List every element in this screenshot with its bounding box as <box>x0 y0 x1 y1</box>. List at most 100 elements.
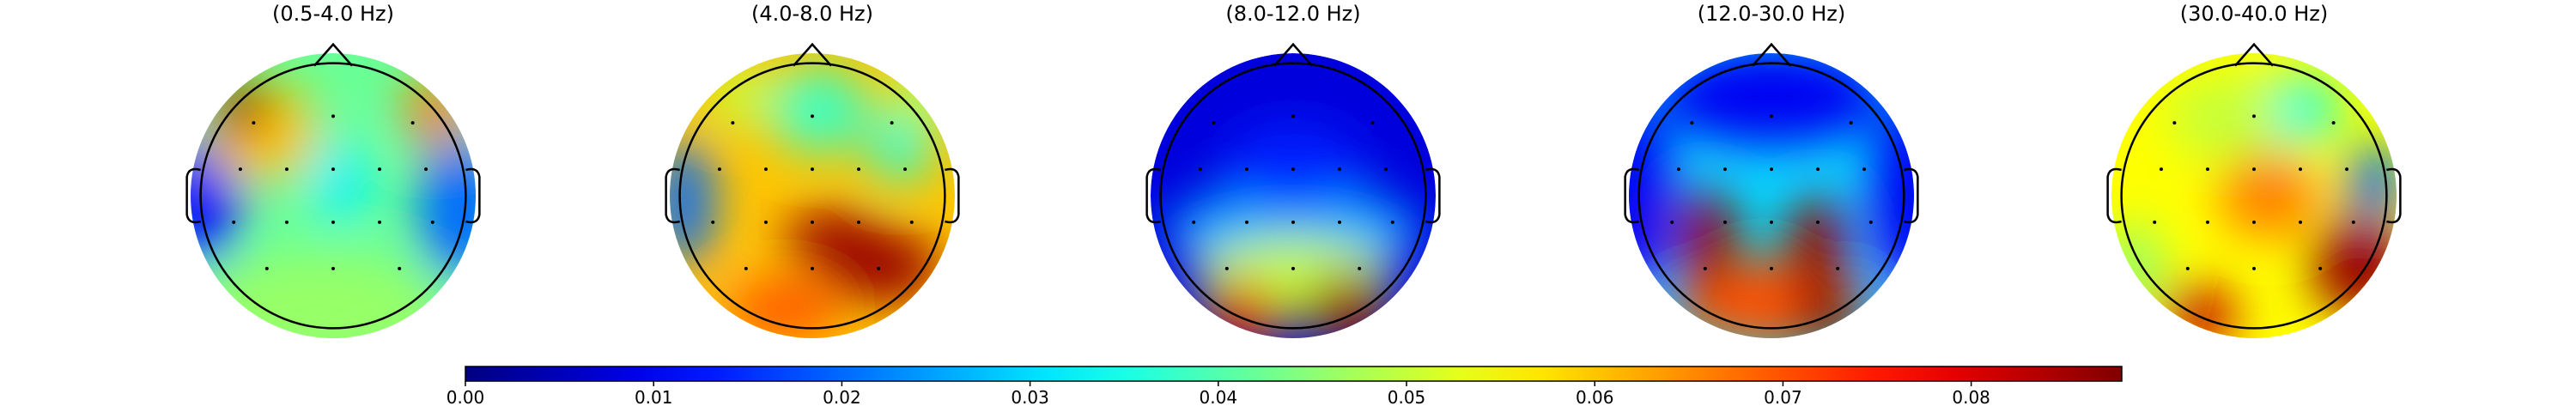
sensor <box>1703 266 1707 270</box>
field-blob <box>1871 95 1914 296</box>
sensor <box>238 167 242 172</box>
colorbar-tick-label: 0.06 <box>1576 387 1614 408</box>
sensor <box>1676 167 1680 172</box>
sensor <box>1291 266 1295 270</box>
sensor <box>1390 220 1394 224</box>
map-field <box>2111 74 2397 338</box>
sensor <box>2185 266 2190 270</box>
ear <box>2386 167 2402 224</box>
map-title: (30.0-40.0 Hz) <box>2180 2 2329 26</box>
sensor <box>1384 167 1388 172</box>
nose <box>793 42 832 67</box>
colorbar <box>465 366 2123 382</box>
sensor <box>2351 220 2355 224</box>
topomap <box>1151 53 1436 338</box>
sensor <box>717 167 721 172</box>
map-field <box>1164 124 1422 338</box>
map-title: (4.0-8.0 Hz) <box>751 2 873 26</box>
topomap <box>670 53 955 338</box>
sensor <box>331 220 335 224</box>
sensor <box>1816 167 1820 172</box>
sensor <box>2172 121 2177 125</box>
sensor <box>2205 167 2209 172</box>
topomap <box>1629 53 1914 338</box>
sensor <box>2252 266 2256 270</box>
sensor <box>1690 121 1694 125</box>
colorbar-tick-label: 0.02 <box>823 387 861 408</box>
sensor <box>1192 220 1196 224</box>
nose <box>1273 42 1313 67</box>
sensor <box>2252 167 2256 172</box>
sensor <box>331 266 335 270</box>
colorbar-tick-label: 0.03 <box>1011 387 1049 408</box>
sensor <box>903 167 908 172</box>
sensor <box>2318 266 2323 270</box>
sensor <box>1198 167 1202 172</box>
sensor <box>1770 167 1773 172</box>
map-field <box>1629 53 1914 338</box>
sensor <box>232 220 236 224</box>
sensor <box>1770 114 1773 118</box>
sensor <box>1358 266 1362 270</box>
field-blob <box>826 231 941 303</box>
sensor <box>1670 220 1674 224</box>
topomap <box>191 53 476 338</box>
field-blob <box>1207 281 1279 338</box>
ear <box>665 167 680 224</box>
ear <box>1904 167 1919 224</box>
field-blob <box>705 67 777 124</box>
field-blob <box>726 281 841 338</box>
sensor <box>264 266 269 270</box>
field-blob <box>191 252 447 338</box>
sensor <box>2252 114 2256 118</box>
field-blob <box>418 138 476 282</box>
sensor <box>2153 220 2157 224</box>
sensor <box>1244 167 1249 172</box>
sensor <box>811 266 814 270</box>
colorbar-tick-label: 0.01 <box>635 387 673 408</box>
sensor <box>811 167 814 172</box>
sensor <box>424 167 428 172</box>
sensor <box>2331 121 2336 125</box>
nose <box>2234 42 2274 67</box>
field-blob <box>2311 216 2397 318</box>
sensor <box>252 121 256 125</box>
sensor <box>890 121 894 125</box>
sensor <box>1370 121 1375 125</box>
map-title: (0.5-4.0 Hz) <box>272 2 394 26</box>
ear <box>465 167 481 224</box>
field-blob <box>2157 285 2238 338</box>
head-outline <box>678 62 946 330</box>
field-blob <box>1629 95 1672 296</box>
ear <box>1425 167 1441 224</box>
sensor <box>1291 220 1295 224</box>
sensor <box>763 220 768 224</box>
field-blob <box>2218 153 2318 239</box>
sensor <box>2252 220 2256 224</box>
field-blob <box>1307 274 1388 338</box>
map-title: (8.0-12.0 Hz) <box>1225 2 1360 26</box>
ear <box>2106 167 2122 224</box>
head-outline <box>1637 62 1905 330</box>
field-blob <box>312 138 369 225</box>
head-outline <box>2120 62 2388 330</box>
sensor <box>1244 220 1249 224</box>
sensor <box>2159 167 2163 172</box>
field-blob <box>191 138 241 267</box>
sensor <box>331 114 335 118</box>
sensor <box>711 220 715 224</box>
ear <box>945 167 960 224</box>
sensor <box>2299 220 2303 224</box>
colorbar-tick-label: 0.07 <box>1764 387 1802 408</box>
sensor <box>1338 220 1342 224</box>
sensor <box>2205 220 2209 224</box>
field-blob <box>1657 53 1886 146</box>
sensor <box>857 220 861 224</box>
sensor <box>811 220 814 224</box>
sensor <box>398 266 402 270</box>
head-outline <box>199 62 467 330</box>
sensor <box>378 220 382 224</box>
head-outline <box>1159 62 1427 330</box>
sensor <box>857 167 861 172</box>
sensor <box>909 220 914 224</box>
